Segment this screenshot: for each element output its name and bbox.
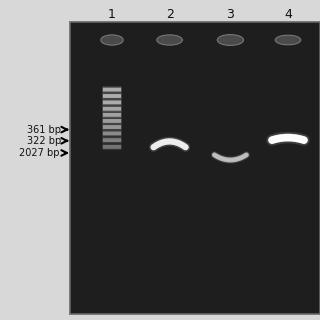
FancyBboxPatch shape [103,132,121,135]
FancyBboxPatch shape [102,124,122,130]
Ellipse shape [275,35,301,45]
Text: 2: 2 [166,8,173,21]
FancyBboxPatch shape [102,99,122,106]
FancyBboxPatch shape [102,106,122,112]
FancyBboxPatch shape [103,94,121,98]
FancyBboxPatch shape [103,100,121,104]
FancyBboxPatch shape [102,112,122,118]
FancyBboxPatch shape [103,125,121,129]
Text: 4: 4 [284,8,292,21]
Text: 3: 3 [227,8,234,21]
Text: 2027 bp: 2027 bp [19,148,67,158]
FancyBboxPatch shape [103,138,121,142]
FancyBboxPatch shape [102,144,122,150]
FancyBboxPatch shape [103,145,121,149]
FancyBboxPatch shape [102,137,122,143]
FancyBboxPatch shape [103,119,121,123]
Ellipse shape [217,35,244,45]
FancyBboxPatch shape [103,88,121,92]
Text: 361 bp: 361 bp [27,124,67,135]
FancyBboxPatch shape [102,118,122,124]
FancyBboxPatch shape [103,113,121,117]
FancyBboxPatch shape [102,86,122,93]
FancyBboxPatch shape [102,130,122,137]
FancyBboxPatch shape [103,107,121,111]
Ellipse shape [157,35,182,45]
Ellipse shape [101,35,123,45]
Text: 1: 1 [108,8,116,21]
Bar [70,22,320,314]
FancyBboxPatch shape [102,93,122,99]
Text: 322 bp: 322 bp [27,136,67,146]
